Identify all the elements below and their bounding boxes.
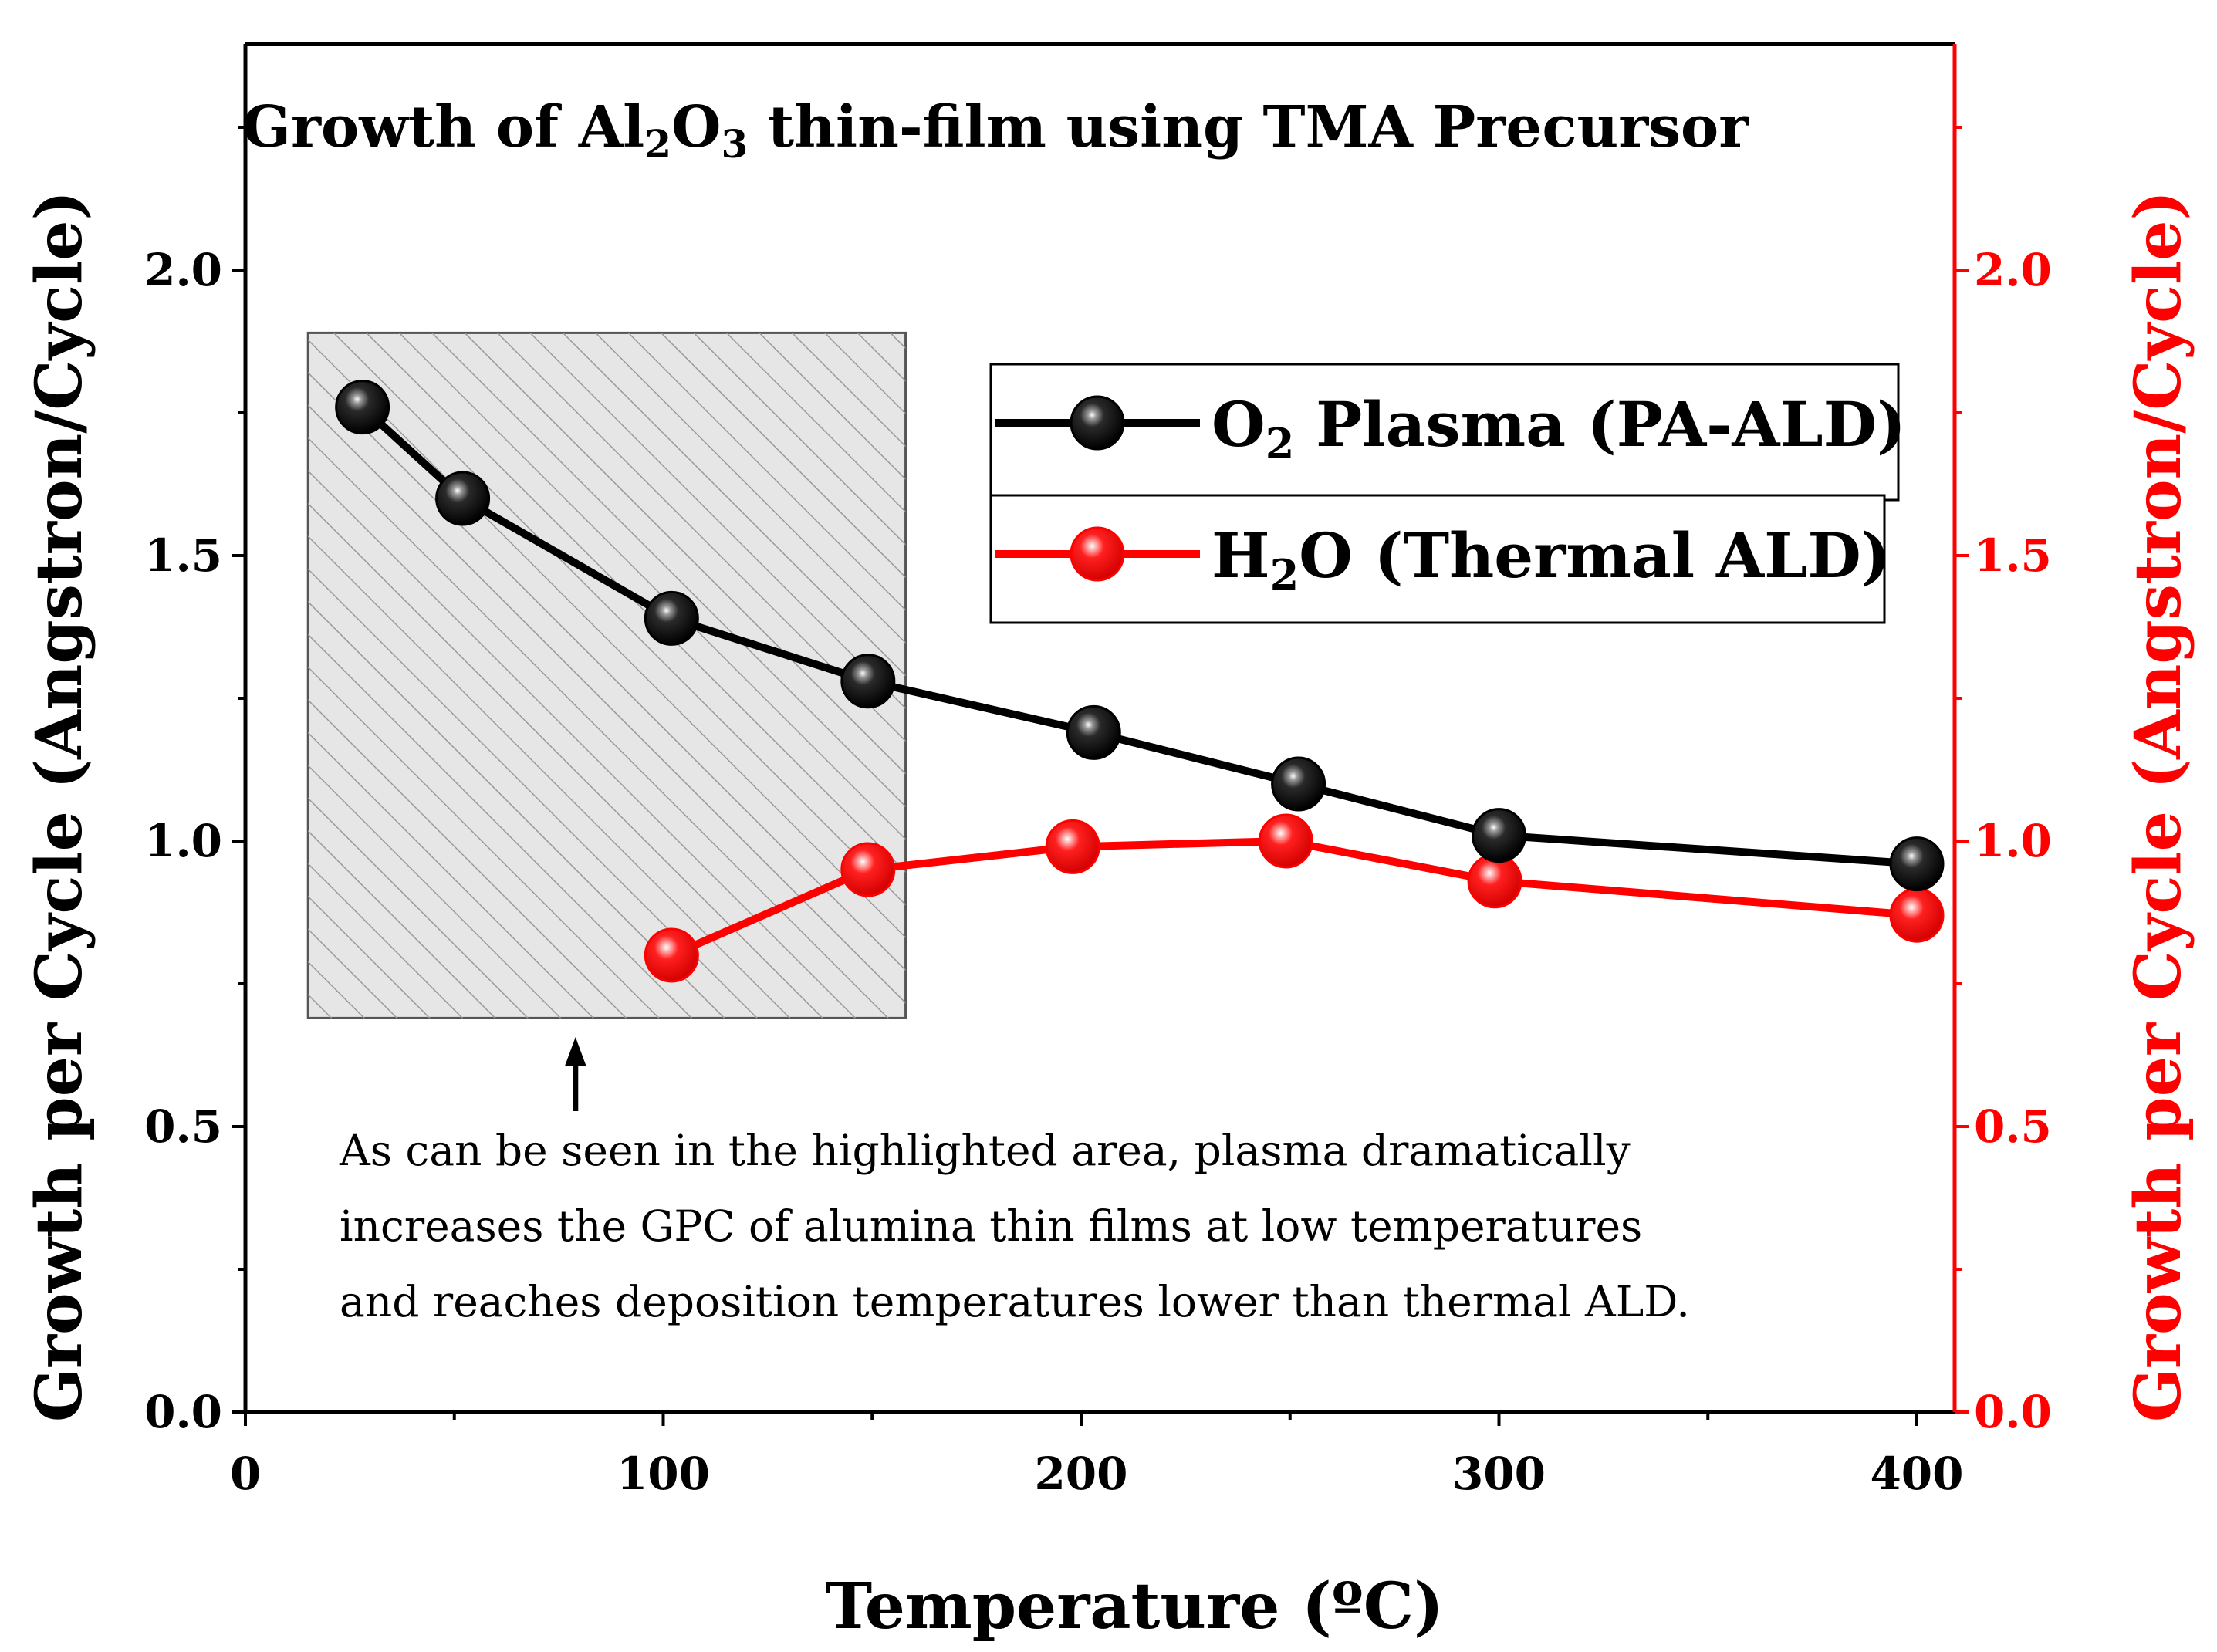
arrow-head <box>564 1037 586 1066</box>
series-0-point-3 <box>840 654 896 709</box>
right-y-tick-label: 0.5 <box>1974 1100 2052 1153</box>
annotation-arrow <box>564 1037 586 1111</box>
series-0-point-6 <box>1472 808 1526 863</box>
series-1-point-0 <box>644 927 699 983</box>
series-1-point-5 <box>1889 887 1945 943</box>
annotation-line-3: and reaches deposition temperatures lowe… <box>340 1277 1690 1326</box>
right-y-tick-label: 2.0 <box>1974 244 2052 296</box>
annotation-line-2: increases the GPC of alumina thin films … <box>340 1201 1642 1251</box>
right-y-tick-label: 0.0 <box>1974 1386 2052 1438</box>
series-0-point-1 <box>435 471 491 526</box>
series-line-0 <box>360 404 1918 868</box>
x-tick-label: 200 <box>1034 1448 1127 1500</box>
title-prefix: Growth of Al <box>242 94 644 160</box>
title-mid: O <box>671 94 721 160</box>
legend-h2o-rest: O (Thermal ALD) <box>1299 519 1890 592</box>
x-axis-label: Temperature (ºC) <box>825 1569 1444 1644</box>
series-1-point-4 <box>1467 853 1522 909</box>
legend-o2-rest: Plasma (PA-ALD) <box>1294 388 1906 461</box>
series-line-1 <box>670 837 1918 959</box>
left-y-tick-label: 1.0 <box>144 815 222 867</box>
legend-label-o2: O2 Plasma (PA-ALD) <box>1212 388 1906 468</box>
legend-marker-h2o <box>1070 526 1125 582</box>
legend-h2o-sub: 2 <box>1270 550 1299 600</box>
series-1-point-3 <box>1258 813 1313 869</box>
series-0-point-7 <box>1889 836 1945 892</box>
annotation-line-1: As can be seen in the highlighted area, … <box>339 1126 1631 1175</box>
series-0-point-2 <box>644 590 699 646</box>
right-y-tick-label: 1.0 <box>1974 815 2052 867</box>
chart-title: Growth of Al2O3 thin-film using TMA Prec… <box>242 94 1749 167</box>
title-suffix: thin-film using TMA Precursor <box>748 94 1749 160</box>
x-tick-label: 400 <box>1870 1448 1963 1500</box>
left-y-axis-label: Growth per Cycle (Angstron/Cycle) <box>22 191 96 1422</box>
left-y-tick-label: 0.5 <box>144 1100 222 1153</box>
series-0-point-5 <box>1271 756 1326 812</box>
legend-h2o-main: H <box>1212 519 1270 592</box>
right-y-tick-label: 1.5 <box>1974 529 2052 582</box>
left-y-tick-label: 2.0 <box>144 244 222 296</box>
legend-o2-main: O <box>1212 388 1266 461</box>
series-1-point-2 <box>1045 819 1100 874</box>
legend-box-1 <box>989 363 1900 502</box>
legend-box-2 <box>989 494 1886 624</box>
x-tick-label: 300 <box>1452 1448 1546 1500</box>
legend-label-h2o: H2O (Thermal ALD) <box>1212 519 1891 600</box>
annotation-text: As can be seen in the highlighted area, … <box>339 1126 1690 1326</box>
title-sub2: 3 <box>721 121 748 167</box>
legend-marker-o2 <box>1070 395 1125 451</box>
right-y-axis-ticks: 0.0 0.5 1.0 1.5 2.0 <box>1955 126 2052 1438</box>
title-sub1: 2 <box>644 121 671 167</box>
left-y-axis-ticks: 0.0 0.5 1.0 1.5 2.0 <box>144 126 245 1438</box>
series-layer <box>335 380 1945 983</box>
legend-o2-sub: 2 <box>1266 419 1295 468</box>
series-1-point-1 <box>840 842 896 897</box>
x-tick-label: 0 <box>230 1448 261 1500</box>
series-0-point-4 <box>1066 704 1121 760</box>
x-tick-label: 100 <box>617 1448 710 1500</box>
left-y-tick-label: 0.0 <box>144 1386 222 1438</box>
left-y-tick-label: 1.5 <box>144 529 222 582</box>
legend: O2 Plasma (PA-ALD) H2O (Thermal ALD) <box>989 363 1906 624</box>
x-axis-ticks: 0 100 200 300 400 <box>230 1412 1964 1500</box>
right-y-axis-label: Growth per Cycle (Angstron/Cycle) <box>2121 191 2195 1422</box>
series-0-point-0 <box>335 380 390 435</box>
